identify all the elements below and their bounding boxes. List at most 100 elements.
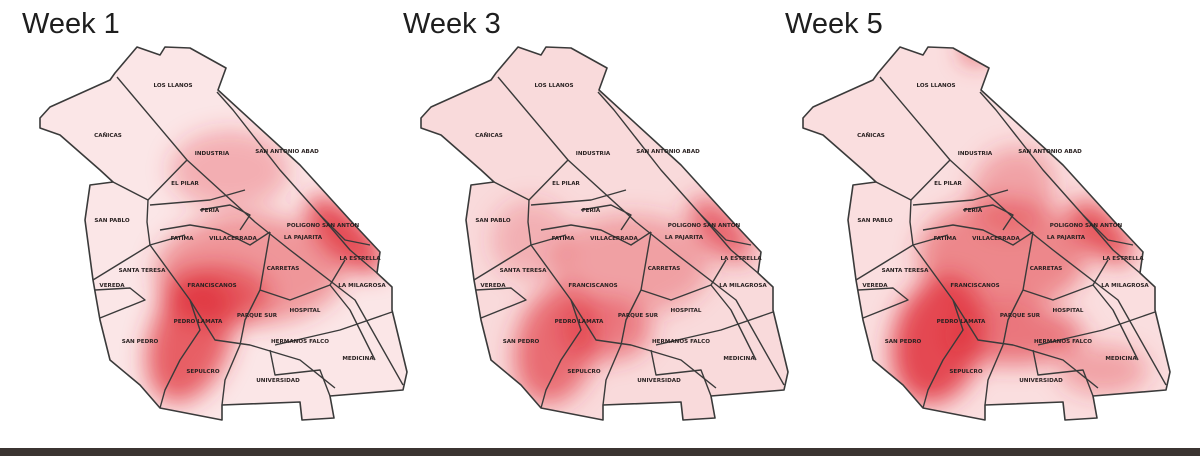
neighborhood-label: EL PILAR — [552, 181, 580, 187]
neighborhood-boundary — [984, 344, 1004, 406]
neighborhood-boundary — [640, 259, 727, 301]
neighborhood-boundary — [979, 91, 1141, 274]
neighborhood-label: EL PILAR — [171, 181, 199, 187]
neighborhood-label: CARRETAS — [648, 266, 681, 272]
neighborhood-boundary — [149, 244, 336, 389]
neighborhood-boundary — [540, 224, 652, 246]
neighborhood-label: SANTA TERESA — [500, 268, 547, 274]
heat-hotspot — [551, 215, 711, 315]
neighborhood-boundary — [527, 199, 532, 246]
neighborhood-boundary — [1037, 311, 1156, 346]
neighborhood-boundary — [530, 189, 627, 206]
neighborhood-boundary — [329, 284, 376, 361]
neighborhood-label: HERMANOS FALCO — [271, 339, 329, 345]
neighborhood-label: UNIVERSIDAD — [637, 378, 681, 384]
neighborhood-boundary — [710, 284, 757, 361]
map-panel-week-5: Week 5 LOS LLANOS CAÑICAS INDUSTRIA SAN ANT… — [763, 0, 1171, 448]
neighborhood-label: LOS LLANOS — [153, 83, 192, 89]
neighborhood-label: MEDICINA — [723, 356, 755, 362]
neighborhood-label: SEPULCRO — [949, 369, 982, 375]
neighborhood-boundary — [159, 299, 201, 409]
neighborhood-label: FERIA — [964, 208, 983, 214]
neighborhood-label: INDUSTRIA — [958, 151, 993, 157]
neighborhood-boundary — [922, 224, 1034, 246]
neighborhood-boundary — [146, 199, 151, 246]
neighborhood-boundary — [530, 244, 717, 389]
neighborhood-boundary — [221, 344, 241, 406]
neighborhood-label: CARRETAS — [1030, 266, 1063, 272]
neighborhood-boundary — [94, 287, 146, 319]
heat-hotspot — [170, 130, 290, 210]
neighborhood-label: FATIMA — [171, 236, 195, 242]
neighborhood-label: MEDICINA — [1105, 356, 1137, 362]
neighborhood-label: SEPULCRO — [186, 369, 219, 375]
neighborhood-boundary — [909, 199, 914, 246]
neighborhood-label: UNIVERSIDAD — [1019, 378, 1063, 384]
neighborhood-boundary — [149, 189, 246, 206]
neighborhood-boundary — [1022, 259, 1109, 301]
neighborhood-boundary — [1032, 349, 1094, 397]
heatmap-week-1: LOS LLANOS CAÑICAS INDUSTRIA SAN ANTONIO AB… — [39, 46, 408, 421]
neighborhood-label: LOS LLANOS — [534, 83, 573, 89]
neighborhood-boundary — [319, 214, 371, 246]
neighborhood-label: FATIMA — [552, 236, 576, 242]
heat-hotspot — [1069, 200, 1133, 264]
neighborhood-label: PARQUE SUR — [618, 313, 659, 319]
neighborhood-label: LA ESTRELLA — [1102, 256, 1144, 262]
neighborhood-label: VEREDA — [480, 283, 506, 289]
neighborhood-label: INDUSTRIA — [576, 151, 611, 157]
neighborhood-label: SEPULCRO — [567, 369, 600, 375]
neighborhood-boundary — [116, 76, 404, 386]
neighborhood-label: POLIGONO SAN ANTON — [1050, 223, 1123, 229]
neighborhood-label: SAN PEDRO — [122, 339, 159, 345]
neighborhood-label: INDUSTRIA — [195, 151, 230, 157]
heat-hotspot — [689, 198, 753, 262]
neighborhood-label: FRANCISCANOS — [950, 283, 999, 289]
neighborhood-boundary — [597, 91, 759, 274]
neighborhood-label: LA ESTRELLA — [339, 256, 381, 262]
neighborhood-label: HOSPITAL — [290, 308, 321, 314]
map-panel-week-3: Week 3 LOS LLANOS CAÑICAS INDUSTRIA SAN ANT… — [381, 0, 789, 448]
map-panel-week-1: Week 1 LOS LLANOS CAÑICAS INDUSTRIA SAN ANT… — [0, 0, 408, 448]
neighborhood-label: SAN ANTONIO ABAD — [636, 149, 700, 155]
heat-layer — [803, 47, 1170, 420]
neighborhood-label: POLIGONO SAN ANTON — [287, 223, 360, 229]
neighborhood-boundary — [159, 224, 271, 246]
neighborhood-boundary — [857, 287, 909, 319]
heat-hotspot — [306, 196, 384, 274]
neighborhood-label: PARQUE SUR — [237, 313, 278, 319]
neighborhood-label: PEDRO LAMATA — [555, 319, 604, 325]
neighborhood-label: CAÑICAS — [857, 132, 885, 139]
neighborhood-label: LA PAJARITA — [665, 235, 704, 241]
neighborhood-label: FATIMA — [934, 236, 958, 242]
neighborhood-boundary — [620, 231, 652, 346]
neighborhood-boundary — [239, 231, 271, 346]
neighborhood-label: LA ESTRELLA — [720, 256, 762, 262]
neighborhood-label: PEDRO LAMATA — [174, 319, 223, 325]
neighborhood-label: HOSPITAL — [671, 308, 702, 314]
neighborhood-boundary — [216, 91, 378, 274]
neighborhood-boundary — [199, 204, 251, 231]
neighborhood-label: VILLACERRADA — [590, 236, 638, 242]
neighborhood-label: LOS LLANOS — [916, 83, 955, 89]
neighborhood-boundary — [580, 204, 632, 231]
neighborhood-label: VILLACERRADA — [972, 236, 1020, 242]
neighborhood-label: SAN PABLO — [475, 218, 511, 224]
neighborhood-label: PARQUE SUR — [1000, 313, 1041, 319]
neighborhood-label: SAN PEDRO — [503, 339, 540, 345]
neighborhood-boundary — [475, 287, 527, 319]
neighborhood-label: SAN PABLO — [94, 218, 130, 224]
neighborhood-boundary — [655, 311, 774, 346]
city-boundary — [802, 46, 1171, 421]
heat-hotspot — [160, 265, 270, 325]
neighborhood-boundary — [962, 204, 1014, 231]
city-boundary — [420, 46, 789, 421]
city-boundary — [39, 46, 408, 421]
neighborhood-boundary — [259, 259, 346, 301]
heat-hotspot — [962, 47, 990, 62]
neighborhood-boundary — [922, 299, 964, 409]
neighborhood-boundary — [497, 76, 785, 386]
neighborhood-label: FRANCISCANOS — [187, 283, 236, 289]
neighborhood-boundary — [879, 76, 1167, 386]
neighborhood-boundary — [1002, 231, 1034, 346]
